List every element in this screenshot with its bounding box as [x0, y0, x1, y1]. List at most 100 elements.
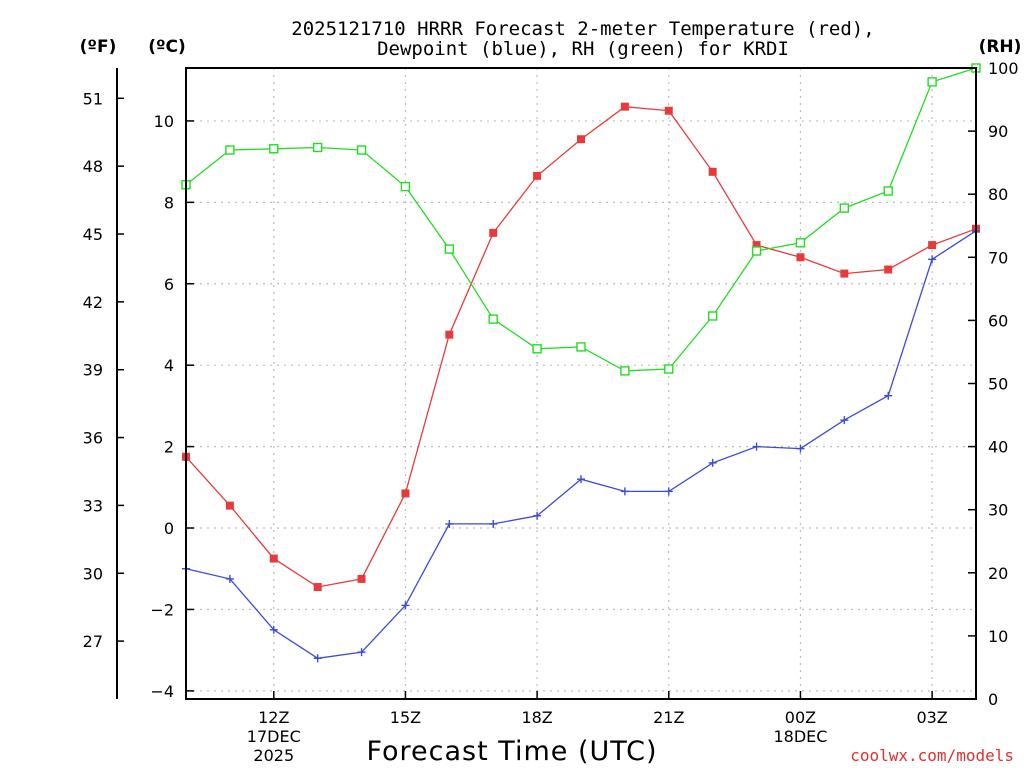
2-meter-temperature-point	[577, 135, 585, 144]
celsius-unit-label: (ºC)	[148, 37, 186, 57]
rh-tick-label: 10	[988, 627, 1008, 646]
dewpoint-point	[752, 442, 761, 451]
rh-tick-label: 90	[988, 122, 1008, 141]
rh-tick-label: 40	[988, 438, 1008, 457]
time-tick-label: 03Z	[916, 708, 947, 727]
chart-title-line-2: Dewpoint (blue), RH (green) for KRDI	[377, 38, 789, 60]
dewpoint-point	[445, 519, 454, 528]
rh-series	[181, 63, 981, 376]
rh-tick-label: 80	[988, 185, 1008, 204]
axes	[116, 67, 977, 700]
x-axis-label: Forecast Time (UTC)	[366, 736, 657, 767]
dewpoint-point	[884, 391, 893, 400]
2-meter-temperature-series	[182, 102, 980, 592]
dewpoint-point	[533, 511, 542, 520]
celsius-tick-label: 6	[164, 275, 174, 294]
celsius-tick-label: −2	[150, 600, 174, 619]
rh-point	[795, 238, 806, 248]
dewpoint-point	[225, 574, 234, 583]
fahrenheit-unit-label: (ºF)	[80, 37, 117, 57]
rh-tick-label: 20	[988, 564, 1008, 583]
rh-point	[356, 145, 367, 155]
rh-tick-label: 100	[988, 59, 1019, 78]
celsius-tick-label: 10	[154, 112, 174, 131]
rh-tick-label: 70	[988, 248, 1008, 267]
dewpoint-point	[708, 458, 717, 467]
rh-unit-label: (RH)	[979, 37, 1022, 57]
fahrenheit-tick-label: 39	[83, 361, 103, 380]
rh-point	[532, 344, 542, 354]
rh-point	[488, 314, 498, 324]
rh-point	[312, 142, 323, 153]
celsius-tick-label: −4	[150, 682, 174, 701]
2-meter-temperature-point	[225, 501, 234, 510]
dewpoint-point	[269, 625, 278, 634]
fahrenheit-tick-label: 27	[83, 632, 103, 651]
dewpoint-point	[928, 255, 937, 264]
year-tick-label: 2025	[253, 746, 294, 765]
time-tick-label: 00Z	[785, 708, 816, 727]
2-meter-temperature-point	[269, 554, 278, 563]
2-meter-temperature-point	[840, 269, 849, 278]
dewpoint-line	[185, 230, 977, 659]
chart-title-line-1: 2025121710 HRRR Forecast 2-meter Tempera…	[291, 18, 874, 40]
date-tick-label: 18DEC	[773, 727, 827, 746]
rh-tick-label: 60	[988, 311, 1008, 330]
rh-point	[225, 145, 235, 155]
fahrenheit-tick-label: 30	[83, 564, 103, 583]
celsius-tick-label: 0	[164, 519, 174, 538]
time-tick-label: 12Z	[258, 708, 289, 727]
dewpoint-point	[577, 475, 585, 484]
rh-point	[927, 77, 937, 87]
2-meter-temperature-point	[313, 583, 322, 592]
dewpoint-point	[313, 654, 322, 663]
2-meter-temperature-point	[533, 171, 542, 180]
celsius-tick-label: 4	[164, 356, 174, 375]
2-meter-temperature-point	[664, 106, 673, 115]
2-meter-temperature-point	[357, 574, 366, 583]
rh-point	[664, 364, 674, 374]
2-meter-temperature-point	[884, 265, 893, 274]
watermark: coolwx.com/models	[850, 746, 1014, 765]
fahrenheit-tick-label: 48	[83, 157, 103, 176]
fahrenheit-tick-label: 45	[83, 225, 103, 244]
rh-point	[576, 342, 586, 352]
dewpoint-point	[840, 416, 849, 425]
fahrenheit-tick-label: 42	[83, 293, 103, 312]
rh-tick-label: 50	[988, 375, 1008, 394]
celsius-tick-label: 2	[164, 438, 174, 457]
time-tick-label: 15Z	[390, 708, 421, 727]
rh-point	[444, 244, 455, 254]
rh-line	[185, 67, 977, 372]
date-tick-label: 17DEC	[247, 727, 301, 746]
dewpoint-point	[796, 444, 805, 453]
grid-lines	[186, 68, 976, 699]
dewpoint-point	[357, 648, 366, 657]
fahrenheit-tick-label: 33	[83, 496, 103, 515]
dewpoint-point	[401, 601, 410, 610]
2-meter-temperature-point	[928, 241, 937, 250]
rh-point	[883, 186, 893, 196]
rh-point	[269, 144, 279, 154]
rh-point	[839, 203, 850, 213]
dewpoint-point	[620, 487, 629, 496]
2-meter-temperature-point	[445, 330, 454, 339]
rh-point	[620, 366, 630, 376]
dewpoint-series	[182, 226, 980, 663]
celsius-tick-label: 8	[164, 193, 174, 212]
time-tick-label: 21Z	[653, 708, 684, 727]
rh-point	[751, 246, 762, 256]
rh-tick-label: 0	[988, 690, 998, 709]
rh-point	[707, 311, 718, 321]
plot-frame	[185, 67, 977, 700]
fahrenheit-tick-label: 51	[83, 89, 103, 108]
fahrenheit-tick-label: 36	[83, 429, 103, 448]
dewpoint-point	[664, 487, 673, 496]
2-meter-temperature-point	[401, 489, 410, 498]
2-meter-temperature-point	[796, 253, 805, 262]
2-meter-temperature-point	[708, 167, 717, 176]
2-meter-temperature-point	[489, 228, 498, 237]
rh-point	[400, 181, 411, 192]
dewpoint-point	[489, 519, 498, 528]
